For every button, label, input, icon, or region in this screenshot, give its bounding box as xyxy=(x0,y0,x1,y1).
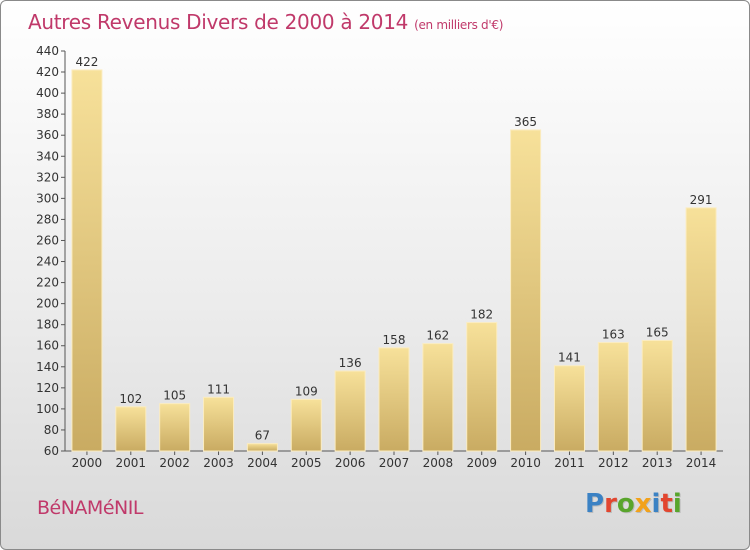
y-tick-label: 340 xyxy=(36,149,59,163)
bar-2013 xyxy=(641,339,673,452)
x-tick-label: 2001 xyxy=(116,456,147,470)
data-label-2002: 105 xyxy=(163,389,186,403)
x-tick-label: 2003 xyxy=(203,456,234,470)
chart-title-text: Autres Revenus Divers de 2000 à 2014 xyxy=(28,10,409,34)
data-label-2011: 141 xyxy=(558,351,581,365)
logo-letter: i xyxy=(672,489,682,519)
y-tick-label: 140 xyxy=(36,360,59,374)
x-tick-label: 2013 xyxy=(642,456,673,470)
logo-letter: o xyxy=(616,489,635,519)
data-label-2005: 109 xyxy=(295,384,318,398)
data-label-2009: 182 xyxy=(470,308,493,322)
logo-letter: P xyxy=(585,489,605,519)
logo-letter: t xyxy=(660,489,673,519)
x-tick-label: 2012 xyxy=(598,456,629,470)
bar-2000 xyxy=(71,69,103,452)
y-tick-label: 280 xyxy=(36,212,59,226)
x-tick-label: 2006 xyxy=(335,456,366,470)
bar-2003 xyxy=(203,396,235,452)
y-tick-label: 380 xyxy=(36,107,59,121)
data-label-2013: 165 xyxy=(646,325,669,339)
y-tick-label: 120 xyxy=(36,381,59,395)
chart-title-unit: (en milliers d'€) xyxy=(414,18,504,32)
data-label-2012: 163 xyxy=(602,328,625,342)
data-label-2001: 102 xyxy=(119,392,142,406)
x-tick-label: 2007 xyxy=(379,456,410,470)
bar-2009 xyxy=(466,322,498,452)
x-tick-label: 2009 xyxy=(466,456,497,470)
bar-2006 xyxy=(334,370,366,452)
bar-2014 xyxy=(685,207,717,452)
y-tick-label: 240 xyxy=(36,255,59,269)
y-tick-label: 180 xyxy=(36,318,59,332)
bar-2002 xyxy=(159,403,191,452)
y-tick-label: 360 xyxy=(36,128,59,142)
bar-2008 xyxy=(422,343,454,452)
bar-2005 xyxy=(290,398,322,452)
x-tick-label: 2000 xyxy=(72,456,103,470)
x-tick-label: 2002 xyxy=(159,456,190,470)
y-tick-label: 320 xyxy=(36,170,59,184)
y-tick-label: 80 xyxy=(44,423,59,437)
data-label-2014: 291 xyxy=(690,193,713,207)
data-label-2003: 111 xyxy=(207,382,230,396)
x-tick-label: 2011 xyxy=(554,456,585,470)
data-label-2000: 422 xyxy=(75,55,98,69)
logo-letter: x xyxy=(634,489,652,519)
data-label-2010: 365 xyxy=(514,115,537,129)
y-tick-label: 260 xyxy=(36,233,59,247)
place-name: BéNAMéNIL xyxy=(37,497,143,519)
data-label-2006: 136 xyxy=(339,356,362,370)
data-label-2008: 162 xyxy=(426,329,449,343)
data-label-2007: 158 xyxy=(383,333,406,347)
y-tick-label: 160 xyxy=(36,339,59,353)
y-tick-label: 220 xyxy=(36,276,59,290)
y-tick-label: 440 xyxy=(36,44,59,58)
x-tick-label: 2010 xyxy=(510,456,541,470)
chart-title: Autres Revenus Divers de 2000 à 2014 (en … xyxy=(28,10,503,34)
x-tick-label: 2014 xyxy=(686,456,717,470)
x-tick-label: 2008 xyxy=(423,456,454,470)
y-tick-label: 300 xyxy=(36,191,59,205)
data-label-2004: 67 xyxy=(255,429,270,443)
bar-2007 xyxy=(378,347,410,452)
bar-2011 xyxy=(553,365,585,452)
y-tick-label: 200 xyxy=(36,297,59,311)
y-tick-label: 420 xyxy=(36,65,59,79)
y-tick-label: 100 xyxy=(36,402,59,416)
x-tick-label: 2004 xyxy=(247,456,278,470)
bar-2010 xyxy=(510,129,542,452)
bar-2001 xyxy=(115,406,147,452)
y-tick-label: 60 xyxy=(44,444,59,458)
proxiti-logo: Proxiti xyxy=(585,489,682,519)
x-tick-label: 2005 xyxy=(291,456,322,470)
bar-2004 xyxy=(246,443,278,452)
bar-2012 xyxy=(597,342,629,452)
logo-letter: i xyxy=(651,489,661,519)
y-tick-label: 400 xyxy=(36,86,59,100)
logo-letter: r xyxy=(604,489,617,519)
